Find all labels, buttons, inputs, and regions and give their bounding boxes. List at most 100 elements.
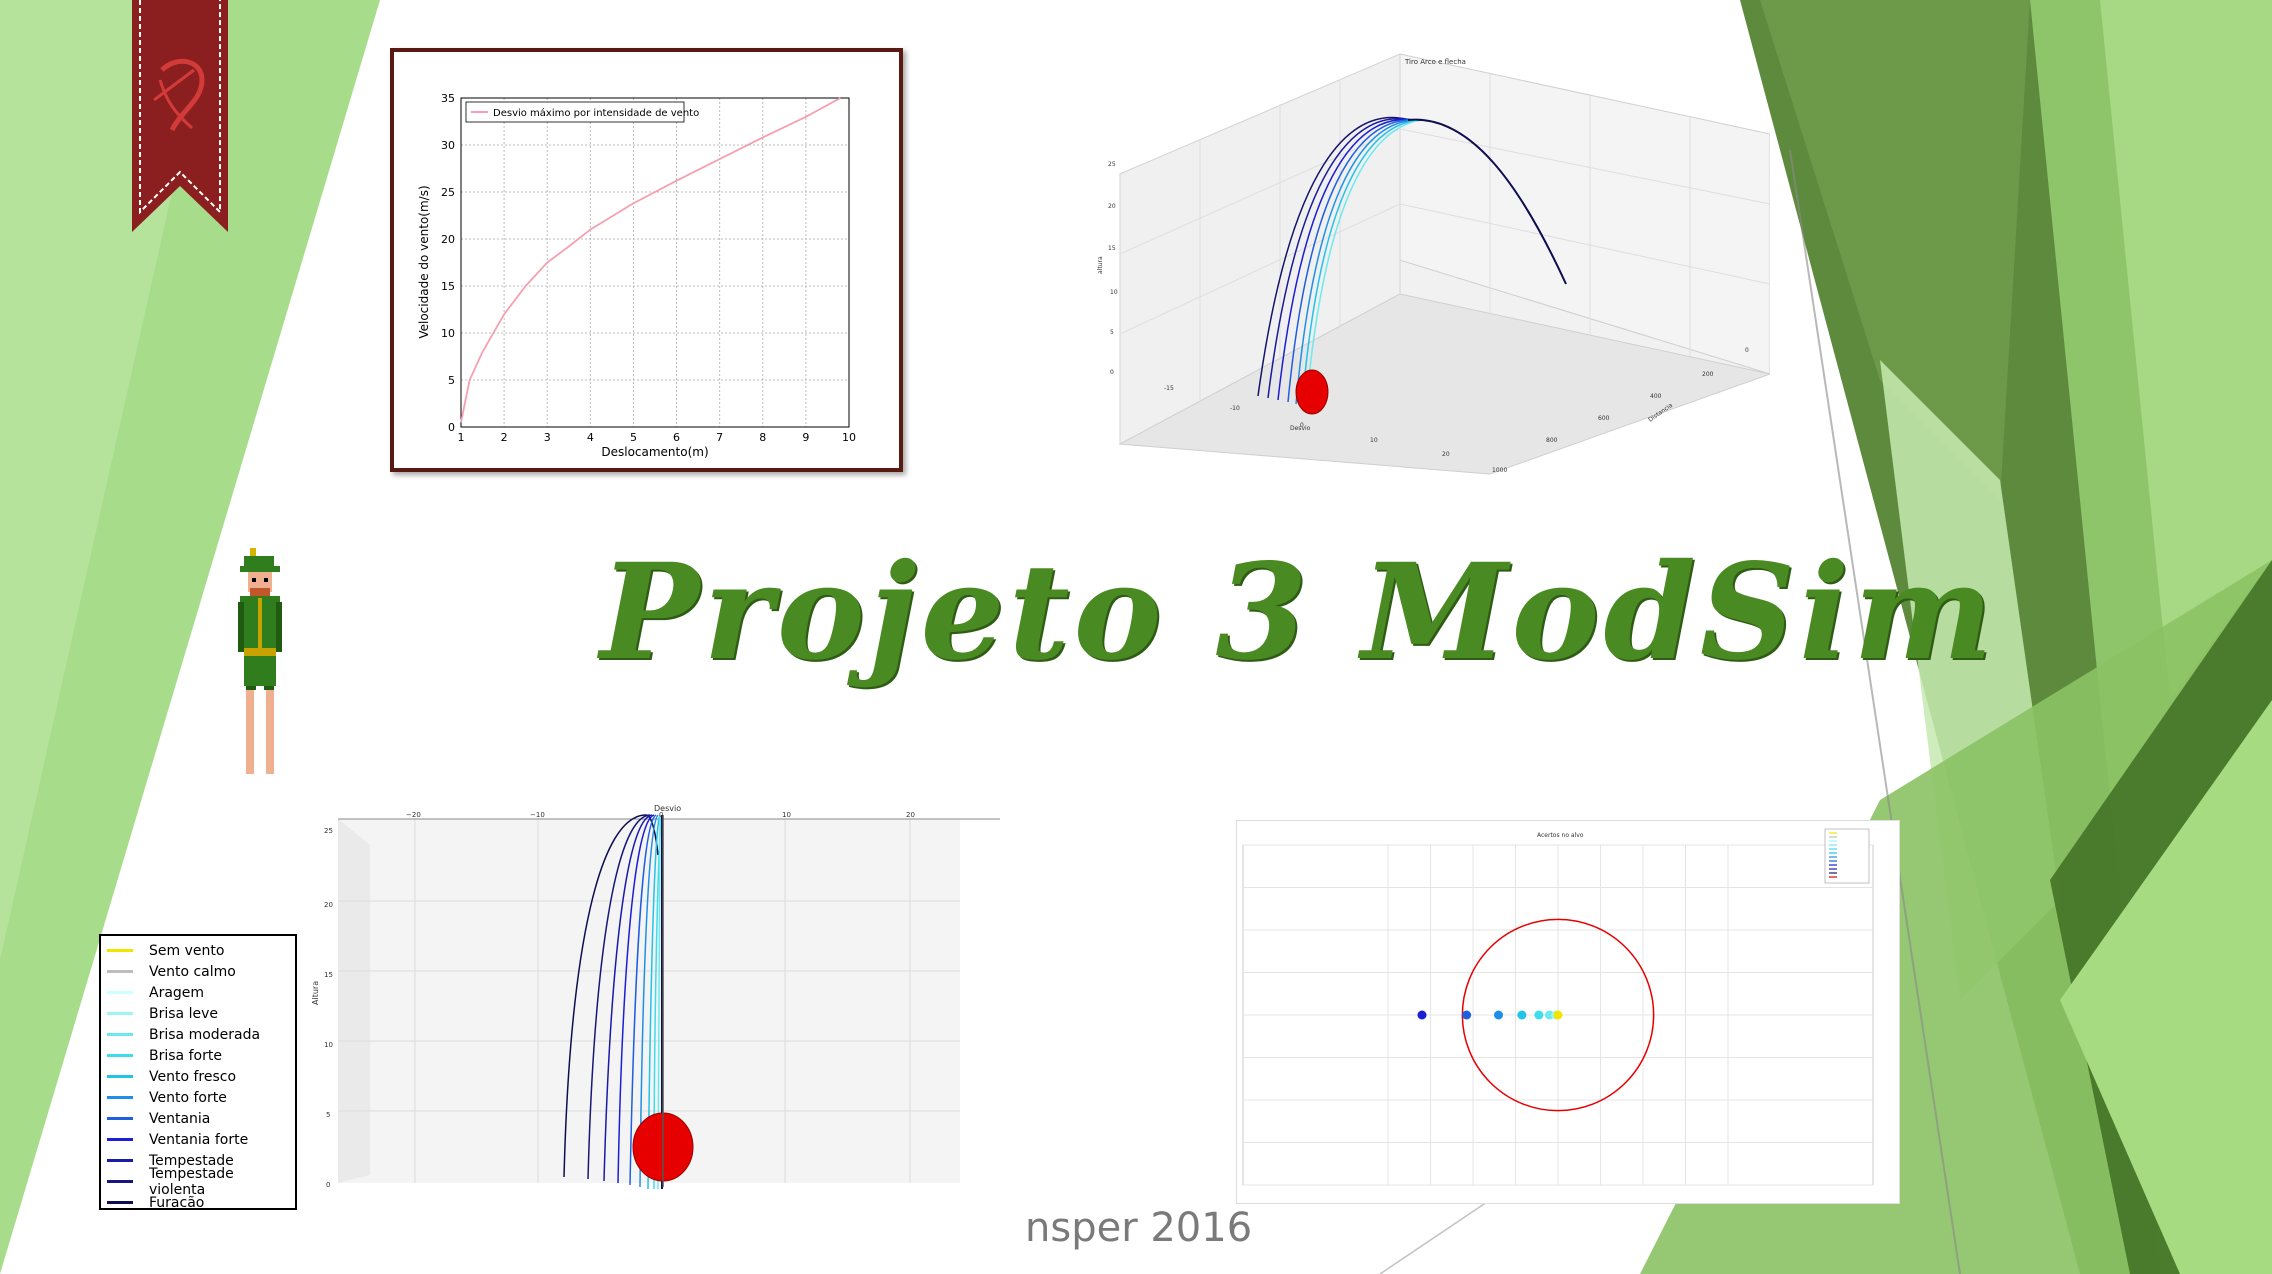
trajectory-3d-chart: Tiro Arco e flecha altura Desvio Distanc…	[1097, 53, 1770, 475]
x-tick: 7	[716, 431, 723, 444]
legend-label: Tempestade violenta	[149, 1165, 234, 1198]
right-shape-8	[2060, 700, 2272, 1274]
legend-label: Ventania	[149, 1110, 211, 1127]
legend-swatch	[107, 1138, 133, 1141]
z-tick: 400	[1650, 393, 1662, 400]
chart-title: Tiro Arco e flecha	[1404, 58, 1466, 66]
legend-swatch	[107, 991, 133, 994]
x-tick: 10	[1370, 437, 1378, 444]
legend-swatch	[107, 1180, 133, 1183]
x-tick: 20	[906, 811, 915, 819]
legend-label: Desvio máximo por intensidade de vento	[493, 107, 699, 119]
y-tick: 0	[448, 421, 455, 434]
y-axis-label: Velocidade do vento(m/s)	[417, 185, 431, 338]
z-tick: 200	[1702, 371, 1714, 378]
x-axis-label: Desvio	[1290, 425, 1311, 432]
footer-text: nsper 2016	[1025, 1205, 1253, 1251]
chart-title: Desvio	[654, 804, 681, 813]
legend-item: Aragem	[107, 982, 289, 1003]
chart-legend-box	[465, 101, 685, 123]
target-legend-box	[1824, 828, 1870, 884]
hit-point	[1545, 1010, 1554, 1020]
y-tick: 10	[324, 1041, 333, 1049]
right-shape-2	[1760, 0, 2030, 500]
y-tick: 20	[1108, 203, 1116, 210]
y-tick: 15	[324, 971, 333, 979]
legend-label: Brisa leve	[149, 1005, 218, 1022]
y-tick: 30	[441, 139, 455, 152]
legend-item: Furacão	[107, 1192, 289, 1213]
legend-swatch	[107, 1096, 133, 1099]
legend-label: Sem vento	[149, 942, 225, 959]
x-tick: 0	[1300, 422, 1304, 429]
diagonal-line-2	[1379, 1199, 1491, 1274]
z-tick: 0	[1745, 347, 1749, 354]
y-tick: 15	[441, 280, 455, 293]
legend-swatch	[107, 970, 133, 973]
y-tick: 10	[1110, 289, 1118, 296]
x-tick: 4	[587, 431, 594, 444]
legend-item: Brisa leve	[107, 1003, 289, 1024]
y-tick: 35	[441, 92, 455, 105]
chart-top-left-frame: 1 2 3 4 5 6 7 8 9 10 0 5 10 15 20 25 30 35 Desvio máximo…	[390, 48, 903, 472]
hit-point	[1494, 1010, 1503, 1020]
z-tick: 600	[1598, 415, 1610, 422]
y-tick: 15	[1108, 245, 1116, 252]
legend-swatch	[107, 1012, 133, 1015]
x-tick: 1	[458, 431, 465, 444]
x-axis-label: Deslocamento(m)	[601, 445, 708, 459]
deviation-front-view-chart: Desvio Altura −20 −10 0 10 20 0 5 10 15 …	[311, 804, 1000, 1190]
legend-label: Brisa moderada	[149, 1026, 261, 1043]
diagonal-line	[1789, 149, 1961, 1274]
y-tick: 20	[441, 233, 455, 246]
legend-label: Vento forte	[149, 1089, 227, 1106]
hit-point	[1553, 1010, 1563, 1020]
legend-item: Brisa forte	[107, 1045, 289, 1066]
slide-title: Projeto 3 ModSim	[600, 535, 1997, 690]
y-tick: 5	[1110, 329, 1114, 336]
legend-item: Vento forte	[107, 1087, 289, 1108]
y-tick: 25	[1108, 161, 1116, 168]
legend-swatch	[107, 1054, 133, 1057]
legend-item: Vento fresco	[107, 1066, 289, 1087]
chart-bottom-left: Desvio Altura −20 −10 0 10 20 0 5 10 15 …	[300, 795, 1020, 1195]
legend-item: Sem vento	[107, 940, 289, 961]
deviation-line-chart: 1 2 3 4 5 6 7 8 9 10 0 5 10 15 20 25 30 35 Desvio máximo…	[417, 92, 856, 459]
legend-label: Tempestade	[149, 1152, 234, 1169]
x-tick: 10	[842, 431, 856, 444]
y-tick: 25	[441, 186, 455, 199]
z-tick: 800	[1546, 437, 1558, 444]
legend-item: Tempestade	[107, 1150, 289, 1171]
x-tick: −10	[530, 811, 545, 819]
hit-point	[1462, 1010, 1472, 1020]
x-tick: 9	[802, 431, 809, 444]
x-tick: -10	[1230, 405, 1240, 412]
x-tick: 8	[759, 431, 766, 444]
legend-label: Vento fresco	[149, 1068, 237, 1085]
x-tick: 0	[659, 811, 663, 819]
x-tick: 5	[630, 431, 637, 444]
x-tick: -15	[1164, 385, 1174, 392]
legend-swatch	[107, 1033, 133, 1036]
legend-label: Vento calmo	[149, 963, 236, 980]
x-tick: 20	[1442, 451, 1450, 458]
y-tick: 20	[324, 901, 333, 909]
y-tick: 0	[1110, 369, 1114, 376]
legend-swatch	[107, 949, 133, 952]
legend-label: Brisa forte	[149, 1047, 222, 1064]
legend-swatch	[107, 1075, 133, 1078]
bow-ribbon-icon	[132, 0, 228, 232]
right-shape-4	[2100, 0, 2272, 700]
target-hits-chart: Acertos no alvo	[1237, 821, 1899, 1203]
left-green-band-light	[0, 0, 215, 960]
x-tick: −20	[406, 811, 421, 819]
hit-point	[1534, 1010, 1544, 1020]
chart-title: Acertos no alvo	[1537, 832, 1584, 839]
y-axis-label: altura	[1097, 256, 1104, 274]
legend-item: Ventania forte	[107, 1129, 289, 1150]
x-tick: 10	[782, 811, 791, 819]
legend-item: Vento calmo	[107, 961, 289, 982]
y-tick: 5	[326, 1111, 330, 1119]
x-tick: 2	[501, 431, 508, 444]
x-tick: 3	[544, 431, 551, 444]
